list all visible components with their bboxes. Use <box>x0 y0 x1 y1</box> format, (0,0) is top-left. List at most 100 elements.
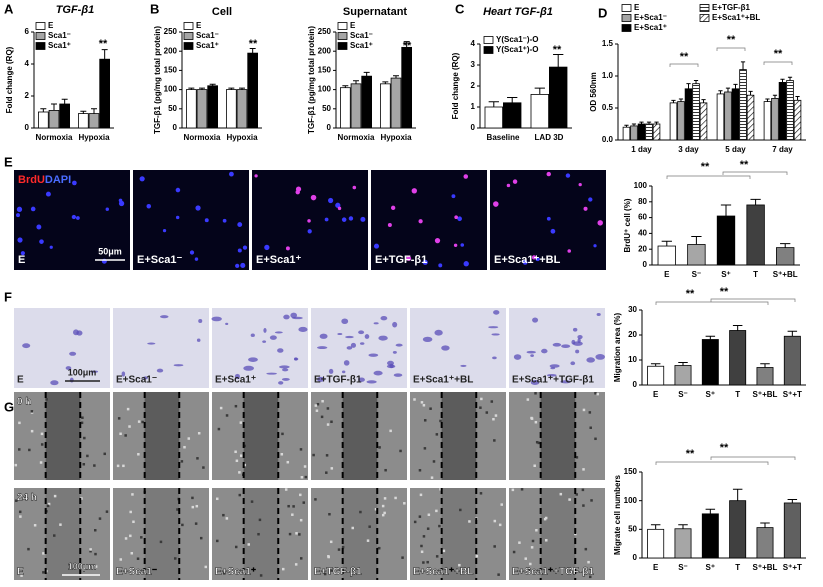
cell <box>520 488 524 491</box>
image-caption: E <box>17 567 24 578</box>
cell <box>191 505 195 509</box>
nucleus <box>45 191 51 197</box>
cell <box>27 547 30 551</box>
cell <box>28 448 31 452</box>
cell <box>364 334 370 339</box>
legend-swatch <box>699 14 710 22</box>
cell <box>492 417 495 421</box>
legend-label: Sca1⁺ <box>48 41 71 50</box>
micrograph <box>212 308 308 388</box>
cell <box>136 557 140 560</box>
x-tick-label: S⁻ <box>692 270 702 279</box>
nucleus <box>295 186 302 192</box>
cell <box>117 417 121 420</box>
x-tick-label: E <box>653 563 659 572</box>
x-tick-label: T <box>735 563 740 572</box>
panel-label: D <box>598 5 607 20</box>
cell <box>582 408 586 412</box>
cell <box>550 367 556 370</box>
y-axis-label: TGF-β1 (pg/mg total protein) <box>153 26 162 134</box>
cell <box>439 419 442 423</box>
cell <box>299 518 303 522</box>
cell <box>527 569 531 572</box>
significance-bracket <box>763 61 793 65</box>
cell <box>39 461 43 464</box>
micrograph <box>371 170 487 270</box>
image-caption: E+TGF-β1 <box>314 375 362 386</box>
cell <box>281 377 290 381</box>
cell <box>315 409 319 412</box>
bar <box>778 82 787 141</box>
x-tick-label: 5 day <box>725 145 746 154</box>
cell <box>137 420 141 423</box>
nucleus <box>550 228 556 234</box>
cell <box>546 374 557 377</box>
x-tick-label: S⁺ <box>706 563 716 572</box>
error-bar <box>780 243 791 248</box>
cell <box>392 351 397 354</box>
y-tick-label: 6 <box>25 27 30 36</box>
bar <box>622 126 631 141</box>
nucleus <box>307 229 312 234</box>
cell <box>292 505 295 508</box>
cell <box>216 497 219 501</box>
bar <box>674 528 692 559</box>
y-tick-label: 0 <box>633 553 638 562</box>
image-caption: E+Sca1⁺ <box>215 375 256 386</box>
cell <box>234 450 237 454</box>
significance-bracket <box>655 461 769 465</box>
nucleus <box>453 243 458 248</box>
x-tick-label: Normoxia <box>184 133 221 142</box>
micrograph <box>14 170 130 270</box>
x-tick-label: Hypoxia <box>380 133 412 142</box>
bar <box>236 89 248 129</box>
y-tick-label: 50 <box>628 524 637 533</box>
cell <box>81 416 84 419</box>
bar <box>731 88 740 141</box>
y-axis-label: BrdU⁺ cell (%) <box>623 198 632 252</box>
cell <box>561 344 571 348</box>
x-tick-label: Normoxia <box>338 133 375 142</box>
image-caption: E+Sca1⁺ <box>215 567 256 578</box>
bar <box>729 500 747 559</box>
cell <box>18 510 22 514</box>
nucleus <box>535 257 540 262</box>
cell <box>160 315 169 319</box>
x-tick-label: T <box>735 390 740 399</box>
micrograph <box>113 308 209 388</box>
legend-label: Sca1⁺ <box>196 41 219 50</box>
legend-swatch <box>35 32 46 40</box>
nucleus <box>229 171 234 177</box>
cell <box>130 552 134 555</box>
nucleus <box>567 249 571 253</box>
cell <box>199 536 203 540</box>
cell <box>194 522 198 525</box>
cell <box>330 420 333 424</box>
nucleus <box>512 179 518 184</box>
cell <box>512 550 516 554</box>
nucleus <box>118 198 123 203</box>
cell <box>384 468 387 472</box>
image-caption: E+Sca1⁻ <box>116 567 157 578</box>
cell <box>269 335 277 340</box>
image-caption: E+TGF-β1 <box>375 254 427 266</box>
cell <box>513 354 522 360</box>
cell <box>98 517 102 520</box>
cell <box>485 411 489 414</box>
x-tick-label: E <box>653 390 659 399</box>
bar <box>225 89 237 129</box>
chart-title: Heart TGF-β1 <box>483 6 553 18</box>
cell <box>234 404 238 408</box>
cell <box>423 419 427 422</box>
cell <box>401 556 404 559</box>
x-tick-label: S⁻ <box>678 563 688 572</box>
cell <box>534 392 537 395</box>
y-tick-label: 50 <box>322 104 331 113</box>
cell <box>195 504 199 508</box>
error-bar <box>51 103 57 111</box>
bar <box>763 101 772 141</box>
cell <box>131 493 134 496</box>
significance-label: ** <box>249 38 258 50</box>
cell <box>116 464 120 468</box>
wound-gap <box>144 392 180 480</box>
